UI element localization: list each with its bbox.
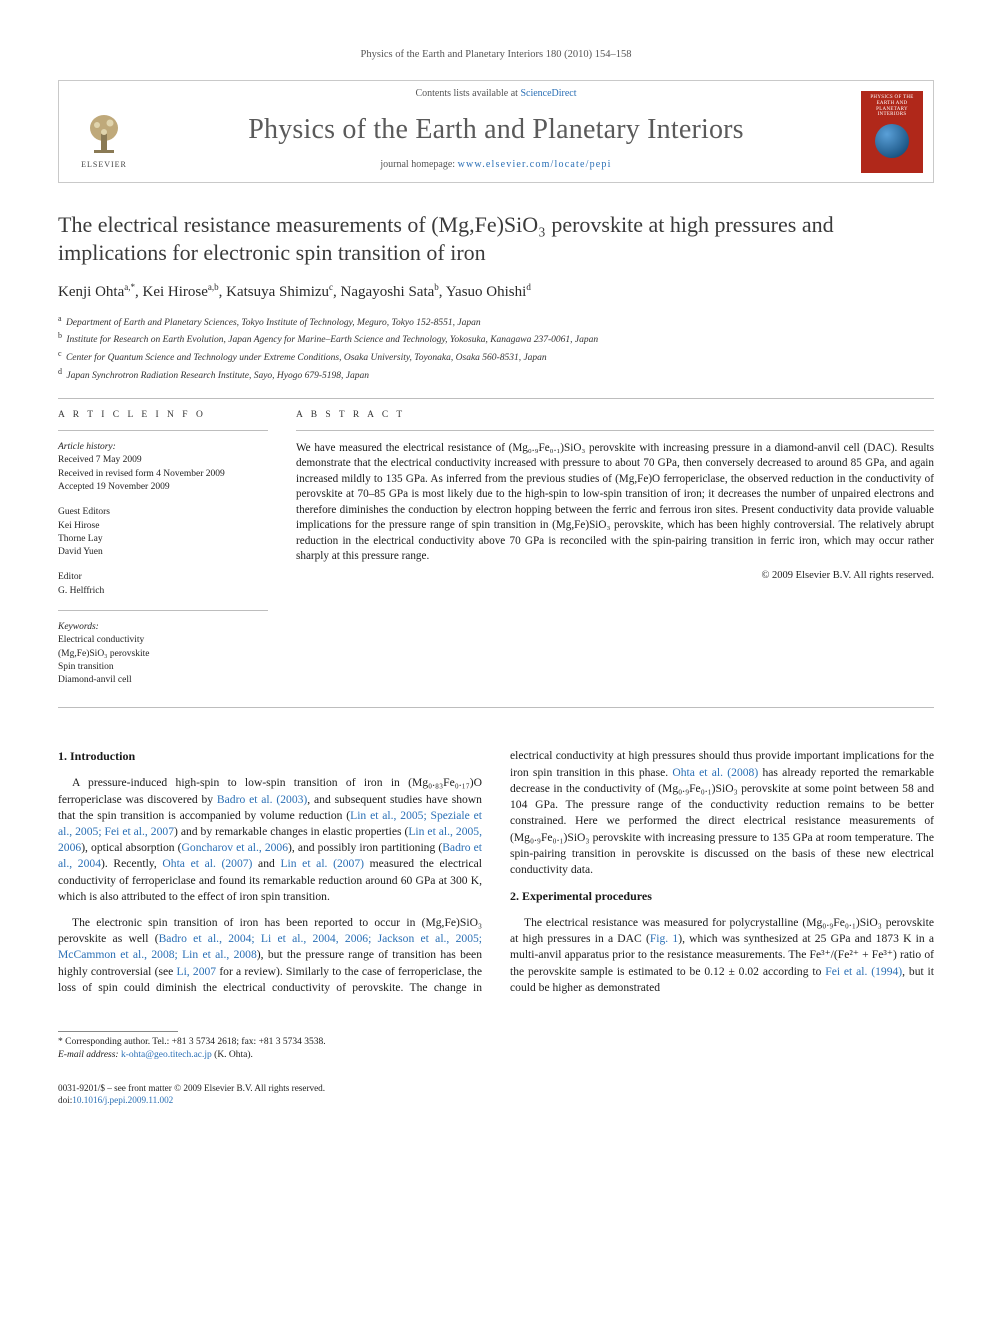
front-matter-line: 0031-9201/$ – see front matter © 2009 El…	[58, 1082, 934, 1094]
cite-link[interactable]: Ohta et al. (2007)	[162, 857, 252, 870]
section-heading-1: 1. Introduction	[58, 748, 482, 765]
guest-editor: David Yuen	[58, 546, 268, 559]
affiliation-line: a Department of Earth and Planetary Scie…	[58, 313, 934, 331]
keyword: Spin transition	[58, 661, 268, 674]
figure-link[interactable]: Fig. 1	[650, 932, 678, 945]
history-label: Article history:	[58, 441, 268, 454]
footnotes: * Corresponding author. Tel.: +81 3 5734…	[58, 1036, 934, 1062]
homepage-prefix: journal homepage:	[380, 159, 457, 170]
doi-link[interactable]: 10.1016/j.pepi.2009.11.002	[72, 1095, 173, 1105]
guest-editor: Kei Hirose	[58, 520, 268, 533]
page: Physics of the Earth and Planetary Inter…	[0, 0, 992, 1147]
cover-globe-icon	[875, 124, 909, 158]
article-title: The electrical resistance measurements o…	[58, 211, 934, 267]
body-paragraph: The electrical resistance was measured f…	[510, 915, 934, 996]
email-suffix: (K. Ohta).	[212, 1050, 253, 1060]
article-info-heading: A R T I C L E I N F O	[58, 409, 268, 422]
guest-editors-label: Guest Editors	[58, 506, 268, 519]
banner-contents-line: Contents lists available at ScienceDirec…	[59, 81, 933, 105]
history-line: Accepted 19 November 2009	[58, 481, 268, 494]
keywords-block: Keywords: Electrical conductivity (Mg,Fe…	[58, 621, 268, 687]
journal-homepage-link[interactable]: www.elsevier.com/locate/pepi	[458, 159, 612, 170]
rule-top	[58, 398, 934, 399]
cover-title: PHYSICS OF THE EARTH AND PLANETARY INTER…	[865, 95, 919, 118]
corresponding-author-note: * Corresponding author. Tel.: +81 3 5734…	[58, 1036, 934, 1049]
keyword: Electrical conductivity	[58, 634, 268, 647]
doi-line: doi:10.1016/j.pepi.2009.11.002	[58, 1094, 934, 1106]
editor-label: Editor	[58, 571, 268, 584]
editor-name: G. Helffrich	[58, 585, 268, 598]
sciencedirect-link[interactable]: ScienceDirect	[520, 88, 576, 99]
rule-info-1	[58, 430, 268, 431]
affiliation-line: c Center for Quantum Science and Technol…	[58, 348, 934, 366]
section-heading-2: 2. Experimental procedures	[510, 888, 934, 905]
article-history-block: Article history: Received 7 May 2009 Rec…	[58, 441, 268, 494]
abstract-copyright: © 2009 Elsevier B.V. All rights reserved…	[296, 569, 934, 583]
guest-editors-block: Guest Editors Kei Hirose Thorne Lay Davi…	[58, 506, 268, 559]
article-info-column: A R T I C L E I N F O Article history: R…	[58, 409, 268, 699]
journal-banner: ELSEVIER PHYSICS OF THE EARTH AND PLANET…	[58, 80, 934, 183]
history-line: Received 7 May 2009	[58, 454, 268, 467]
cite-link[interactable]: Fei et al. (1994)	[825, 965, 902, 978]
body-paragraph: A pressure-induced high-spin to low-spin…	[58, 775, 482, 905]
journal-name: Physics of the Earth and Planetary Inter…	[248, 114, 744, 145]
affiliations: a Department of Earth and Planetary Scie…	[58, 313, 934, 385]
info-abstract-row: A R T I C L E I N F O Article history: R…	[58, 409, 934, 699]
article-body: 1. Introduction A pressure-induced high-…	[58, 748, 934, 1001]
keyword: (Mg,Fe)SiO₃ perovskite	[58, 648, 268, 661]
legal-block: 0031-9201/$ – see front matter © 2009 El…	[58, 1082, 934, 1107]
history-line: Received in revised form 4 November 2009	[58, 468, 268, 481]
cite-link[interactable]: Badro et al. (2003)	[217, 793, 307, 806]
keyword: Diamond-anvil cell	[58, 674, 268, 687]
abstract-text: We have measured the electrical resistan…	[296, 441, 934, 565]
rule-abs	[296, 430, 934, 431]
footnote-rule	[58, 1031, 178, 1032]
rule-info-2	[58, 610, 268, 611]
doi-prefix: doi:	[58, 1095, 72, 1105]
abstract-heading: A B S T R A C T	[296, 409, 934, 422]
cite-link[interactable]: Li, 2007	[176, 965, 216, 978]
author-list: Kenji Ohtaa,*, Kei Hirosea,b, Katsuya Sh…	[58, 281, 934, 302]
email-link[interactable]: k-ohta@geo.titech.ac.jp	[121, 1050, 212, 1060]
cite-link[interactable]: Goncharov et al., 2006	[182, 841, 288, 854]
email-label: E-mail address:	[58, 1050, 121, 1060]
email-line: E-mail address: k-ohta@geo.titech.ac.jp …	[58, 1049, 934, 1062]
banner-journal-row: Physics of the Earth and Planetary Inter…	[59, 105, 933, 159]
affiliation-line: d Japan Synchrotron Radiation Research I…	[58, 366, 934, 384]
rule-bottom	[58, 707, 934, 708]
cite-link[interactable]: Lin et al. (2007)	[280, 857, 364, 870]
publisher-logo-text: ELSEVIER	[81, 160, 127, 171]
publisher-logo[interactable]: ELSEVIER	[69, 93, 139, 171]
elsevier-tree-icon	[80, 110, 128, 158]
affiliation-line: b Institute for Research on Earth Evolut…	[58, 330, 934, 348]
journal-cover-thumb[interactable]: PHYSICS OF THE EARTH AND PLANETARY INTER…	[861, 91, 923, 173]
abstract-column: A B S T R A C T We have measured the ele…	[296, 409, 934, 699]
editor-block: Editor G. Helffrich	[58, 571, 268, 598]
running-head: Physics of the Earth and Planetary Inter…	[58, 48, 934, 62]
banner-homepage-row: journal homepage: www.elsevier.com/locat…	[59, 158, 933, 182]
cite-link[interactable]: Ohta et al. (2008)	[672, 766, 758, 779]
guest-editor: Thorne Lay	[58, 533, 268, 546]
keywords-label: Keywords:	[58, 621, 268, 634]
contents-prefix: Contents lists available at	[415, 88, 520, 99]
